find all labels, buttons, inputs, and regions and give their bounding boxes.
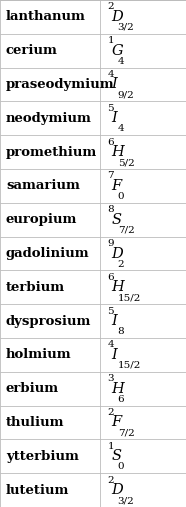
Text: holmium: holmium [6,348,72,361]
Text: S: S [111,213,121,227]
Text: 7/2: 7/2 [118,428,134,438]
Text: I: I [111,314,117,328]
Text: europium: europium [6,213,77,226]
Text: 1: 1 [108,37,114,45]
Text: ytterbium: ytterbium [6,450,79,463]
Text: H: H [111,280,124,294]
Text: terbium: terbium [6,281,65,294]
Text: 3/2: 3/2 [118,496,134,505]
Text: I: I [111,348,117,362]
Text: 4: 4 [108,70,114,79]
Text: 3: 3 [108,374,114,383]
Text: praseodymium: praseodymium [6,78,115,91]
Text: lanthanum: lanthanum [6,11,86,23]
Text: 2: 2 [108,3,114,12]
Text: 2: 2 [108,476,114,485]
Text: 7: 7 [108,171,114,180]
Text: dysprosium: dysprosium [6,315,91,328]
Text: 8: 8 [118,327,124,336]
Text: 15/2: 15/2 [118,294,141,302]
Text: 5: 5 [108,307,114,316]
Text: 4: 4 [118,124,124,133]
Text: F: F [111,416,121,429]
Text: 9: 9 [108,239,114,248]
Text: D: D [111,483,123,497]
Text: 15/2: 15/2 [118,361,141,370]
Text: neodymium: neodymium [6,112,92,125]
Text: 4: 4 [108,341,114,349]
Text: D: D [111,246,123,261]
Text: gadolinium: gadolinium [6,247,90,260]
Text: G: G [111,44,123,58]
Text: promethium: promethium [6,146,97,159]
Text: 5/2: 5/2 [118,158,134,167]
Text: H: H [111,382,124,395]
Text: 0: 0 [118,462,124,472]
Text: 2: 2 [118,260,124,269]
Text: 9/2: 9/2 [118,91,134,99]
Text: 3/2: 3/2 [118,23,134,32]
Text: D: D [111,10,123,24]
Text: cerium: cerium [6,44,58,57]
Text: lutetium: lutetium [6,484,69,496]
Text: 5: 5 [108,104,114,113]
Text: 2: 2 [108,408,114,417]
Text: samarium: samarium [6,179,80,192]
Text: thulium: thulium [6,416,65,429]
Text: 8: 8 [108,205,114,214]
Text: S: S [111,449,121,463]
Text: 0: 0 [118,192,124,201]
Text: 4: 4 [118,57,124,66]
Text: F: F [111,179,121,193]
Text: 6: 6 [108,138,114,147]
Text: I: I [111,78,117,91]
Text: 1: 1 [108,442,114,451]
Text: 6: 6 [108,273,114,282]
Text: 6: 6 [118,395,124,404]
Text: H: H [111,145,124,159]
Text: 7/2: 7/2 [118,226,134,235]
Text: I: I [111,112,117,125]
Text: erbium: erbium [6,382,59,395]
